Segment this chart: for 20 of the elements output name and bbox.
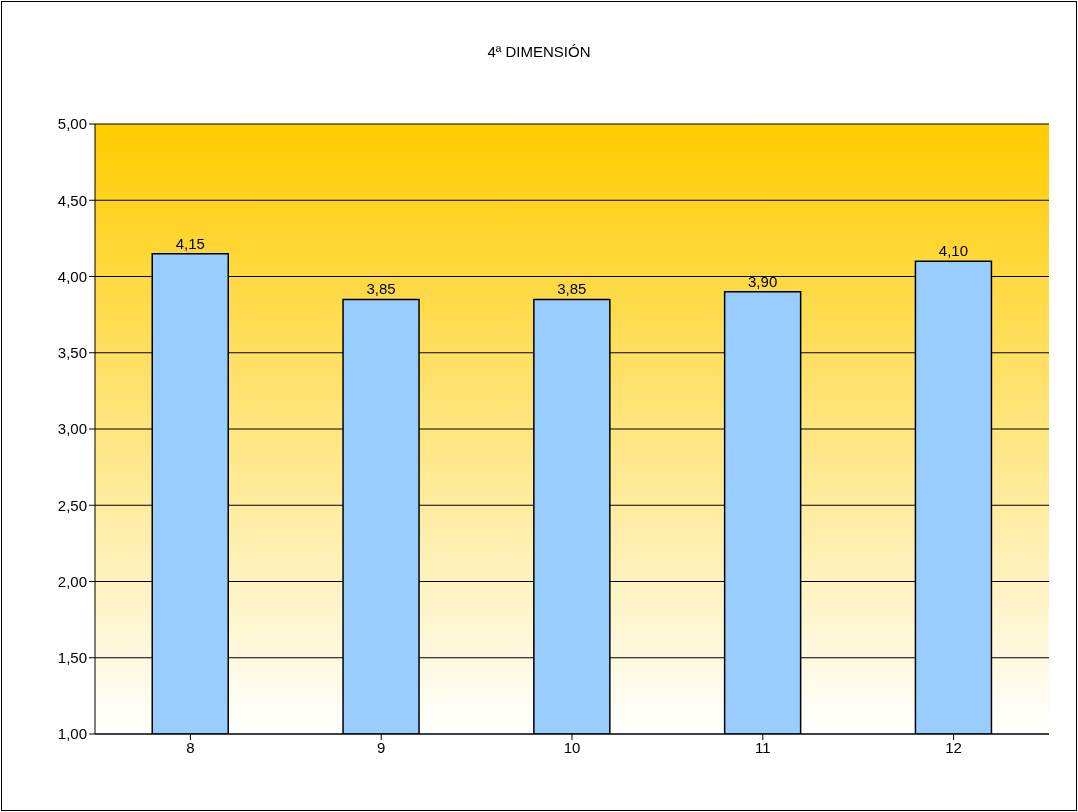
x-tick-label: 9 (377, 738, 386, 756)
x-tick-label: 10 (563, 738, 581, 756)
data-label: 3,90 (748, 272, 778, 290)
data-label: 4,10 (938, 242, 969, 260)
y-tick-label: 2,50 (57, 496, 87, 514)
y-tick-label: 4,50 (57, 191, 87, 209)
y-tick-label: 1,50 (57, 649, 87, 667)
chart-title: 4ª DIMENSIÓN (486, 43, 592, 60)
x-tick-label: 8 (186, 738, 195, 756)
y-tick-label: 4,00 (57, 267, 87, 285)
data-label: 4,15 (175, 234, 205, 252)
y-tick-label: 3,00 (57, 420, 87, 438)
data-label: 3,85 (557, 280, 587, 298)
y-tick-label: 3,50 (57, 344, 87, 362)
x-tick-label: 11 (755, 738, 771, 756)
y-tick-label: 2,00 (57, 572, 87, 590)
y-tick-label: 1,00 (57, 725, 87, 743)
data-label: 3,85 (366, 280, 396, 298)
y-tick-label: 5,00 (57, 115, 87, 133)
x-tick-label: 12 (945, 738, 962, 756)
